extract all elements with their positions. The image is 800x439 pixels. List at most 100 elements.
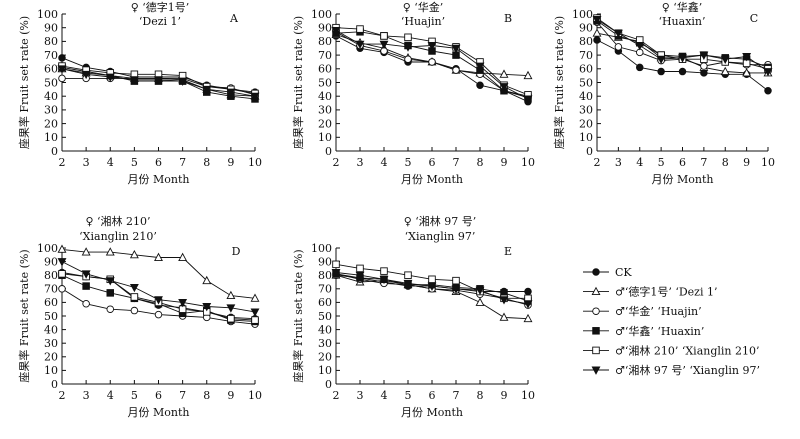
data-point [227,314,235,323]
x-axis-title: 月份 Month [128,406,190,419]
data-point [451,44,461,54]
data-point [251,316,259,324]
legend-label: ♂‘华金’ ‘Huajin’ [615,304,702,318]
data-point [58,270,66,278]
legend-item-xianglin210: ♂‘湘林 210’ ‘Xianglin 210’ [583,343,759,357]
data-point [106,289,114,297]
data-point [699,51,709,60]
data-point [428,275,436,284]
series-xianglin97 [331,26,533,104]
data-point [742,68,752,77]
y-tick-label: 40 [44,90,58,103]
x-tick-label: 3 [357,156,364,169]
y-tick-label: 10 [44,131,58,144]
series-xianglin97 [57,258,260,317]
y-tick-label: 20 [318,351,332,364]
y-tick-label: 30 [318,337,332,350]
y-tick-label: 10 [44,364,58,377]
y-tick-label: 30 [318,104,332,117]
y-tick-label: 50 [44,310,58,323]
legend-label: ♂‘华鑫’ ‘Huaxin’ [615,324,704,338]
data-point [202,275,212,285]
y-axis-title: 座果率 Fruit set rate (%) [17,16,31,149]
data-point [636,63,644,72]
x-tick-label: 3 [357,389,364,402]
data-point [57,258,67,267]
legend-label: ♂‘德字1号’ ‘Dezi 1’ [615,285,717,299]
data-point [105,73,115,82]
x-tick-label: 10 [761,156,775,169]
data-point [331,26,341,36]
y-axis-title: 座果率 Fruit set rate (%) [552,16,566,149]
panel-letter: D [232,245,241,258]
data-point [331,269,341,278]
legend-label: ♂‘湘林 210’ ‘Xianglin 210’ [615,343,759,357]
data-point [356,25,364,33]
y-tick-label: 20 [579,117,593,130]
legend-item-dezi1: ♂‘德字1号’ ‘Dezi 1’ [583,285,717,299]
y-tick-label: 70 [318,283,332,296]
panel-letter: A [229,12,239,25]
x-tick-label: 2 [333,389,340,402]
x-tick-label: 10 [521,389,535,402]
y-tick-label: 100 [311,8,332,21]
legend-item-xianglin97: ♂‘湘林 97 号’ ‘Xianglin 97’ [583,363,760,377]
y-tick-label: 0 [51,378,58,391]
y-tick-label: 80 [318,269,332,282]
x-tick-label: 2 [59,389,66,402]
data-point [614,43,623,51]
y-tick-label: 50 [579,76,593,89]
data-point [742,53,752,62]
data-point [202,303,212,312]
y-tick-label: 100 [311,242,332,255]
data-point [720,55,730,65]
data-point [499,83,509,92]
x-tick-label: 3 [615,156,622,169]
data-point [332,260,340,269]
data-point [428,58,436,66]
data-point [178,252,188,261]
x-tick-label: 5 [658,156,665,169]
x-tick-label: 2 [333,156,340,169]
panel-title-cn: ♀ ‘华鑫’ [662,0,703,14]
data-point [523,95,533,104]
y-tick-label: 40 [44,323,58,336]
panel-title-cn: ♀ ‘湘林 97 号’ [404,214,477,228]
panel-title-en: ‘Xianglin 97’ [405,230,476,243]
data-point [178,298,188,308]
y-tick-label: 30 [44,337,58,350]
data-point [356,264,364,273]
data-point [250,293,260,302]
legend-marker [592,346,600,355]
data-point [763,68,773,77]
x-tick-label: 4 [636,156,643,169]
y-tick-label: 60 [579,63,593,76]
data-point [105,247,115,256]
y-tick-label: 10 [579,131,593,144]
data-point [380,267,388,275]
x-tick-label: 7 [700,156,707,169]
data-point [379,275,389,285]
x-tick-label: 6 [429,156,436,169]
y-axis-title: 座果率 Fruit set rate (%) [291,249,305,382]
data-point [129,283,139,293]
data-point [403,279,413,289]
data-point [106,305,114,313]
panel-title-cn: ♀ ‘湘林 210’ [85,214,150,228]
x-tick-label: 4 [381,389,388,402]
x-tick-label: 7 [453,389,460,402]
data-point [250,92,260,102]
y-tick-label: 100 [37,242,58,255]
x-tick-label: 8 [722,156,729,169]
data-point [452,66,460,74]
y-axis-title: 座果率 Fruit set rate (%) [17,249,31,382]
panel-title-en: ‘Xianglin 210’ [79,230,157,243]
data-point [678,67,687,76]
series-xianglin97 [57,65,260,102]
data-point [226,304,236,313]
data-point [404,55,412,63]
data-point [355,40,365,49]
